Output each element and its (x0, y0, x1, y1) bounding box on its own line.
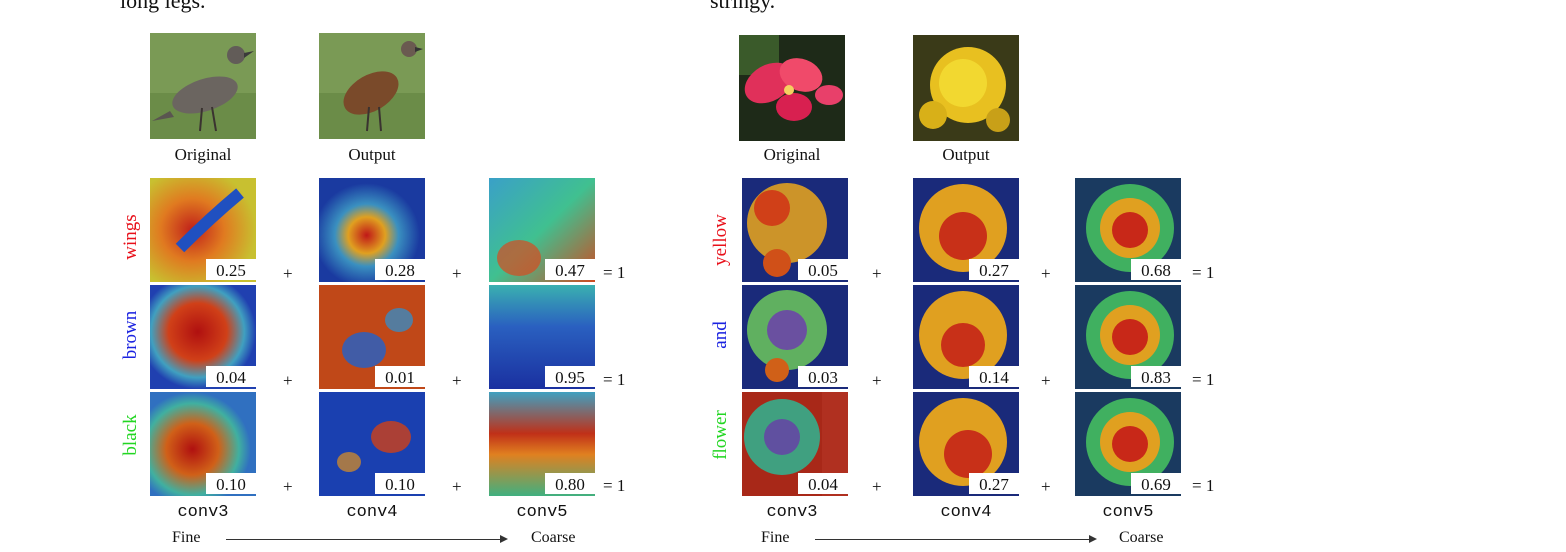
weight-value: 0.47 (545, 259, 595, 280)
weight-value: 0.10 (206, 473, 256, 494)
heatmap-conv4: 0.14 (913, 285, 1019, 389)
heatmap-conv3: 0.10 (150, 392, 256, 496)
output-image-flower (913, 35, 1019, 141)
sum-equals: = 1 (1192, 263, 1215, 282)
output-image-bird (319, 33, 425, 139)
caption-left: long legs. (120, 0, 206, 13)
heatmap-conv3: 0.03 (742, 285, 848, 389)
heatmap-conv4: 0.28 (319, 178, 425, 282)
row-word: wings (120, 214, 141, 260)
plus-sign: + (283, 371, 293, 390)
plus-sign: + (1041, 477, 1051, 496)
weight-value: 0.68 (1131, 259, 1181, 280)
heatmap-conv4: 0.10 (319, 392, 425, 496)
sum-equals: = 1 (1192, 370, 1215, 389)
heatmap-conv3: 0.04 (742, 392, 848, 496)
weight-value: 0.10 (375, 473, 425, 494)
caption-right: stringy. (710, 0, 776, 13)
scale-arrow (226, 535, 508, 543)
weight-value: 0.01 (375, 366, 425, 387)
original-label: Original (763, 145, 821, 164)
heatmap-conv3: 0.04 (150, 285, 256, 389)
weight-value: 0.25 (206, 259, 256, 280)
weight-value: 0.27 (969, 259, 1019, 280)
fine-label: Fine (172, 529, 201, 546)
plus-sign: + (452, 264, 462, 283)
heatmap-conv3: 0.05 (742, 178, 848, 282)
weight-value: 0.03 (798, 366, 848, 387)
layer-label: conv3 (766, 503, 818, 522)
heatmap-conv5: 0.47 (489, 178, 595, 282)
weight-value: 0.04 (206, 366, 256, 387)
sum-equals: = 1 (603, 370, 626, 389)
original-label: Original (174, 145, 232, 164)
row-word: black (120, 414, 141, 456)
heatmap-conv4: 0.27 (913, 392, 1019, 496)
heatmap-conv5: 0.80 (489, 392, 595, 496)
heatmap-conv3: 0.25 (150, 178, 256, 282)
plus-sign: + (1041, 371, 1051, 390)
coarse-label: Coarse (1119, 529, 1164, 546)
sum-equals: = 1 (603, 476, 626, 495)
plus-sign: + (452, 371, 462, 390)
layer-label: conv4 (940, 503, 992, 522)
scale-arrow (815, 535, 1097, 543)
row-word: and (710, 321, 731, 349)
output-label: Output (348, 145, 396, 164)
plus-sign: + (452, 477, 462, 496)
heatmap-conv5: 0.68 (1075, 178, 1181, 282)
sum-equals: = 1 (603, 263, 626, 282)
plus-sign: + (872, 477, 882, 496)
fine-label: Fine (761, 529, 790, 546)
weight-value: 0.04 (798, 473, 848, 494)
weight-value: 0.95 (545, 366, 595, 387)
original-image-bird (150, 33, 256, 139)
row-word: brown (120, 310, 141, 360)
weight-value: 0.05 (798, 259, 848, 280)
heatmap-conv5: 0.69 (1075, 392, 1181, 496)
weight-value: 0.69 (1131, 473, 1181, 494)
weight-value: 0.14 (969, 366, 1019, 387)
weight-value: 0.27 (969, 473, 1019, 494)
plus-sign: + (1041, 264, 1051, 283)
output-label: Output (942, 145, 990, 164)
layer-label: conv5 (1102, 503, 1154, 522)
plus-sign: + (283, 477, 293, 496)
row-word: yellow (710, 214, 731, 266)
heatmap-conv5: 0.83 (1075, 285, 1181, 389)
layer-label: conv5 (516, 503, 568, 522)
original-image-flower (739, 35, 845, 141)
weight-value: 0.80 (545, 473, 595, 494)
weight-value: 0.28 (375, 259, 425, 280)
row-word: flower (710, 410, 731, 460)
plus-sign: + (283, 264, 293, 283)
sum-equals: = 1 (1192, 476, 1215, 495)
layer-label: conv4 (346, 503, 398, 522)
coarse-label: Coarse (531, 529, 576, 546)
plus-sign: + (872, 264, 882, 283)
heatmap-conv5: 0.95 (489, 285, 595, 389)
plus-sign: + (872, 371, 882, 390)
layer-label: conv3 (177, 503, 229, 522)
heatmap-conv4: 0.01 (319, 285, 425, 389)
weight-value: 0.83 (1131, 366, 1181, 387)
heatmap-conv4: 0.27 (913, 178, 1019, 282)
